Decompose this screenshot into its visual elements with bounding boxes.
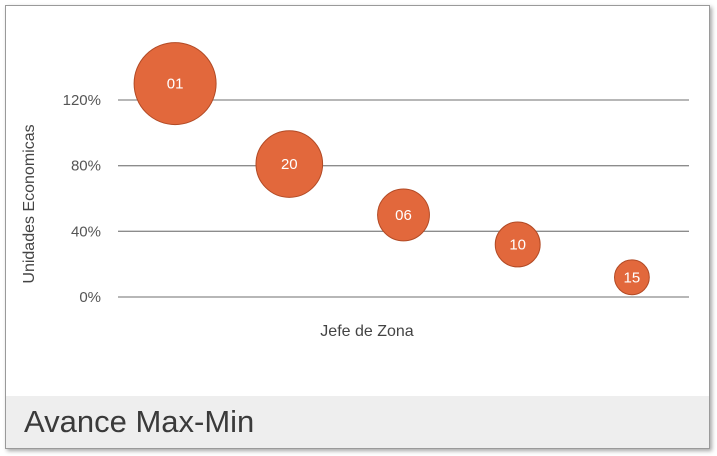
bubble-label: 01 — [167, 76, 184, 93]
bubble-label: 10 — [509, 236, 526, 253]
bubble-label: 20 — [281, 156, 298, 173]
y-tick-label: 120% — [63, 92, 101, 109]
y-tick-label: 80% — [71, 158, 101, 175]
bubble-chart: 0% 40% 80% 120% 01 20 06 10 15 Unidades Economi… — [21, 42, 689, 340]
bubble-20[interactable] — [255, 130, 324, 198]
bubbles: 01 20 06 10 15 — [133, 42, 650, 296]
card-title: Avance Max-Min — [24, 404, 255, 439]
bubble-06[interactable] — [377, 188, 430, 242]
x-axis-label: Jefe de Zona — [320, 323, 414, 340]
bubble-01[interactable] — [133, 42, 217, 126]
y-tick-label: 40% — [71, 223, 101, 240]
bubble-15[interactable] — [614, 259, 650, 296]
bubble-label: 15 — [624, 269, 641, 286]
y-axis-label: Unidades Economicas — [21, 124, 38, 283]
y-axis-ticks: 0% 40% 80% 120% — [63, 92, 101, 306]
chart-card: 0% 40% 80% 120% 01 20 06 10 15 Unidades Economi… — [5, 5, 710, 449]
card-footer: Avance Max-Min — [6, 396, 709, 448]
bubble-label: 06 — [395, 207, 412, 224]
y-tick-label: 0% — [79, 289, 101, 306]
bubble-10[interactable] — [494, 221, 541, 268]
